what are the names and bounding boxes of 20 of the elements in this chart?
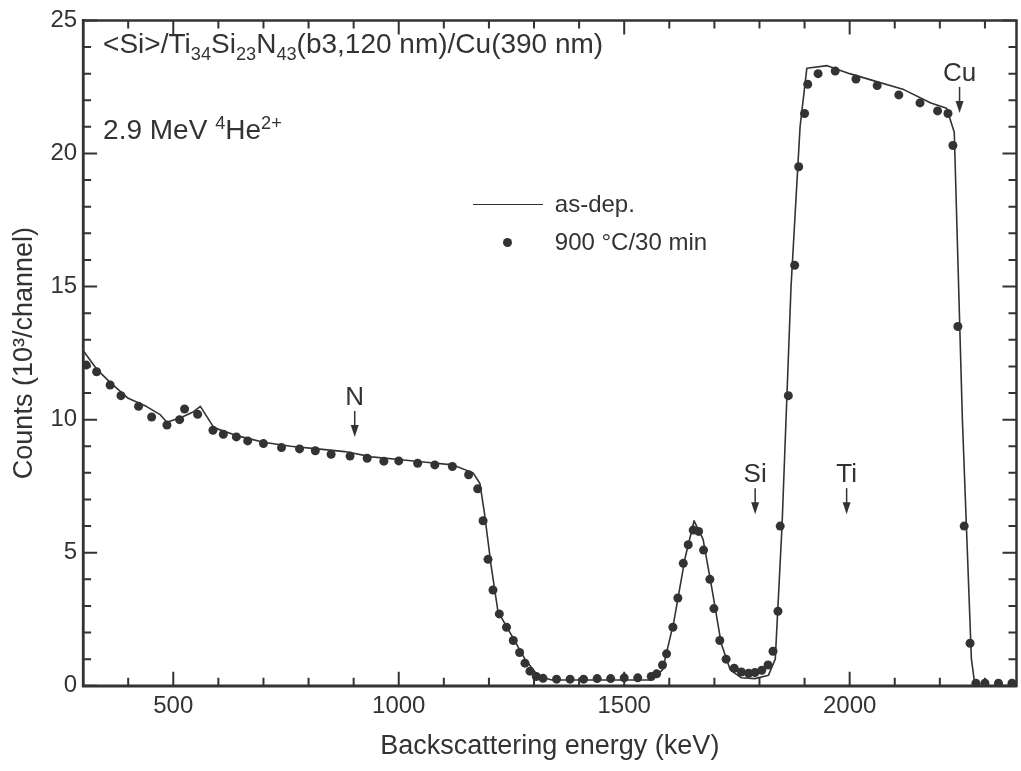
legend-label: as-dep. bbox=[554, 190, 635, 219]
x-tick-label: 1000 bbox=[372, 690, 426, 718]
annotation: N bbox=[345, 380, 365, 411]
legend-label: 900 °C/30 min bbox=[554, 228, 708, 257]
y-axis-title: Counts (10³/channel) bbox=[7, 227, 38, 480]
x-axis-title: Backscattering energy (keV) bbox=[380, 730, 720, 761]
x-tick-label: 1500 bbox=[597, 690, 651, 718]
y-tick-label: 20 bbox=[50, 138, 78, 166]
y-tick-label: 0 bbox=[63, 670, 78, 698]
x-tick-label: 500 bbox=[153, 690, 194, 718]
annotation: Cu bbox=[942, 56, 977, 87]
x-tick-label: 2000 bbox=[822, 690, 877, 718]
annotation: 2.9 MeV $^{4}$He$^{2+}$ bbox=[103, 113, 282, 147]
y-tick-label: 5 bbox=[63, 537, 78, 565]
annotation: <Si>/Ti$_{34}$Si$_{23}$N$_{43}$(b3,120 nm)/Cu(390 nm) bbox=[103, 28, 604, 65]
y-tick-label: 15 bbox=[50, 271, 78, 299]
y-tick-label: 25 bbox=[50, 5, 78, 33]
y-tick-label: 10 bbox=[50, 404, 78, 432]
annotation: Ti bbox=[836, 458, 857, 489]
annotation: Si bbox=[743, 458, 767, 489]
